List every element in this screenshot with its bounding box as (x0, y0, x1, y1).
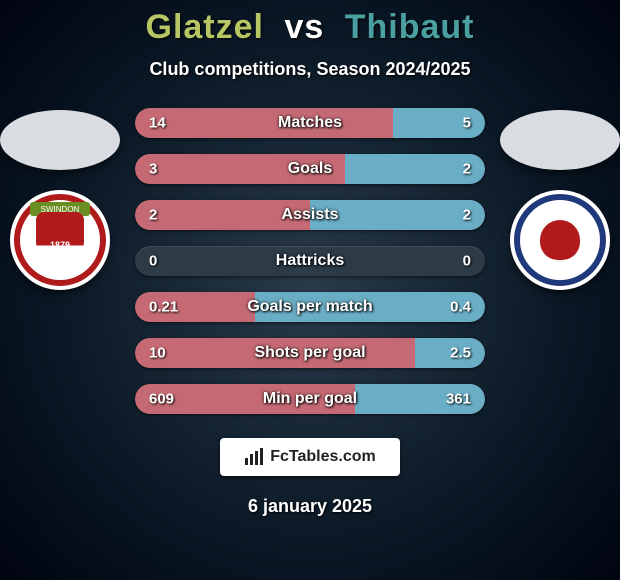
stat-value-right: 2 (463, 207, 471, 224)
player1-club-badge: SWINDON 1879 (10, 190, 110, 290)
stat-row: 2 2 Assists (135, 200, 485, 230)
stat-value-left: 2 (149, 207, 157, 224)
stat-value-left: 0 (149, 253, 157, 270)
stat-value-right: 361 (446, 391, 471, 408)
stat-value-right: 5 (463, 115, 471, 132)
stats-container: 14 5 Matches 3 2 Goals 2 2 Assists 0 0 Hattricks 0.2… (135, 108, 485, 414)
player2-avatar-placeholder (500, 110, 620, 170)
stat-label: Hattricks (276, 252, 344, 270)
chart-icon (244, 448, 264, 466)
competition-subtitle: Club competitions, Season 2024/2025 (0, 59, 620, 80)
comparison-title: Glatzel vs Thibaut (0, 0, 620, 47)
lion-icon (540, 220, 580, 260)
badge-inner (540, 220, 580, 260)
player2-name: Thibaut (345, 8, 475, 46)
stat-row: 609 361 Min per goal (135, 384, 485, 414)
stat-value-left: 10 (149, 345, 166, 362)
stat-value-left: 3 (149, 161, 157, 178)
stat-value-right: 0.4 (450, 299, 471, 316)
stat-label: Shots per goal (254, 344, 365, 362)
badge-shield: 1879 (36, 212, 84, 268)
stat-bar-left (135, 108, 393, 138)
brand-text: FcTables.com (270, 448, 376, 466)
stat-bar-right (393, 108, 485, 138)
player2-club-badge (510, 190, 610, 290)
stat-value-right: 0 (463, 253, 471, 270)
stat-value-left: 14 (149, 115, 166, 132)
stat-label: Min per goal (263, 390, 357, 408)
stat-label: Matches (278, 114, 342, 132)
stat-row: 10 2.5 Shots per goal (135, 338, 485, 368)
generation-date: 6 january 2025 (0, 496, 620, 517)
player1-side: SWINDON 1879 (0, 110, 120, 290)
stat-label: Goals (288, 160, 332, 178)
stat-value-left: 0.21 (149, 299, 178, 316)
stat-label: Goals per match (247, 298, 372, 316)
player1-name: Glatzel (146, 8, 264, 46)
stat-row: 0 0 Hattricks (135, 246, 485, 276)
stat-row: 14 5 Matches (135, 108, 485, 138)
stat-value-left: 609 (149, 391, 174, 408)
player1-avatar-placeholder (0, 110, 120, 170)
vs-label: vs (274, 8, 334, 46)
stat-row: 0.21 0.4 Goals per match (135, 292, 485, 322)
stat-value-right: 2 (463, 161, 471, 178)
brand-logo: FcTables.com (220, 438, 400, 476)
badge-year: 1879 (50, 240, 70, 250)
stat-value-right: 2.5 (450, 345, 471, 362)
stat-label: Assists (282, 206, 339, 224)
stat-row: 3 2 Goals (135, 154, 485, 184)
player2-side (500, 110, 620, 290)
